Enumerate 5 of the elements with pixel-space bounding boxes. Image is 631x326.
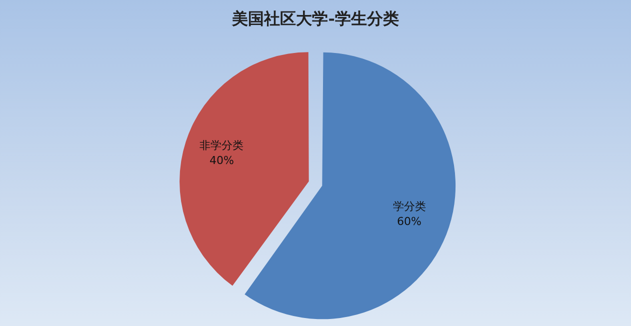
slice-label: 学分类 [392, 200, 426, 213]
slice-label: 非学分类 [200, 138, 244, 152]
data-label: 40% [210, 154, 234, 167]
data-label: 60% [397, 214, 422, 228]
chart-title: 美国社区大学-学生分类 [231, 8, 399, 28]
